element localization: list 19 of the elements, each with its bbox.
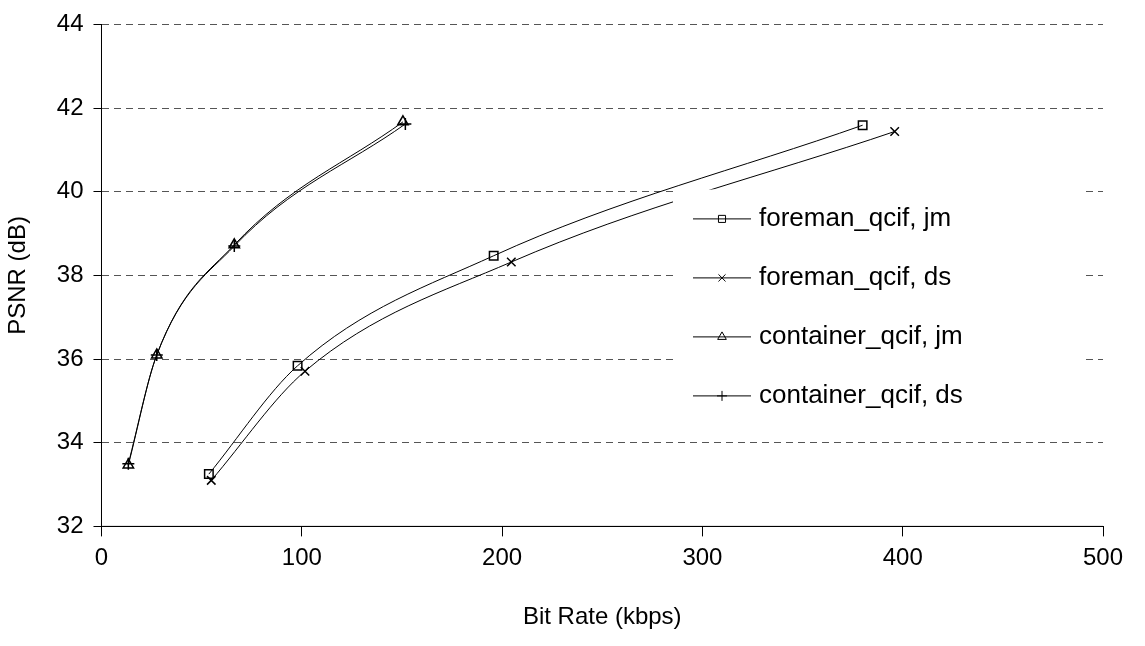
y-tick-label: 40 xyxy=(56,176,84,204)
y-tick-label: 34 xyxy=(56,427,84,455)
x-tick-label: 300 xyxy=(682,543,723,571)
x-axis-title: Bit Rate (kbps) xyxy=(522,602,682,630)
legend-label: foreman_qcif, ds xyxy=(759,261,952,292)
x-tick-label: 500 xyxy=(1082,543,1124,571)
y-tick-label: 42 xyxy=(56,92,84,120)
x-tick-label: 0 xyxy=(94,543,109,571)
y-tick-label: 36 xyxy=(56,343,84,371)
legend-label: foreman_qcif, jm xyxy=(759,202,952,233)
x-tick-label: 100 xyxy=(281,543,322,571)
y-tick-label: 32 xyxy=(56,511,84,539)
y-tick-label: 38 xyxy=(56,260,84,288)
y-tick-label: 44 xyxy=(56,9,84,37)
x-tick-label: 200 xyxy=(482,543,523,571)
legend-label: container_qcif, ds xyxy=(759,379,963,410)
x-tick-label: 400 xyxy=(882,543,923,571)
y-axis-title: PSNR (dB) xyxy=(3,216,31,335)
legend-label: container_qcif, jm xyxy=(759,320,963,351)
